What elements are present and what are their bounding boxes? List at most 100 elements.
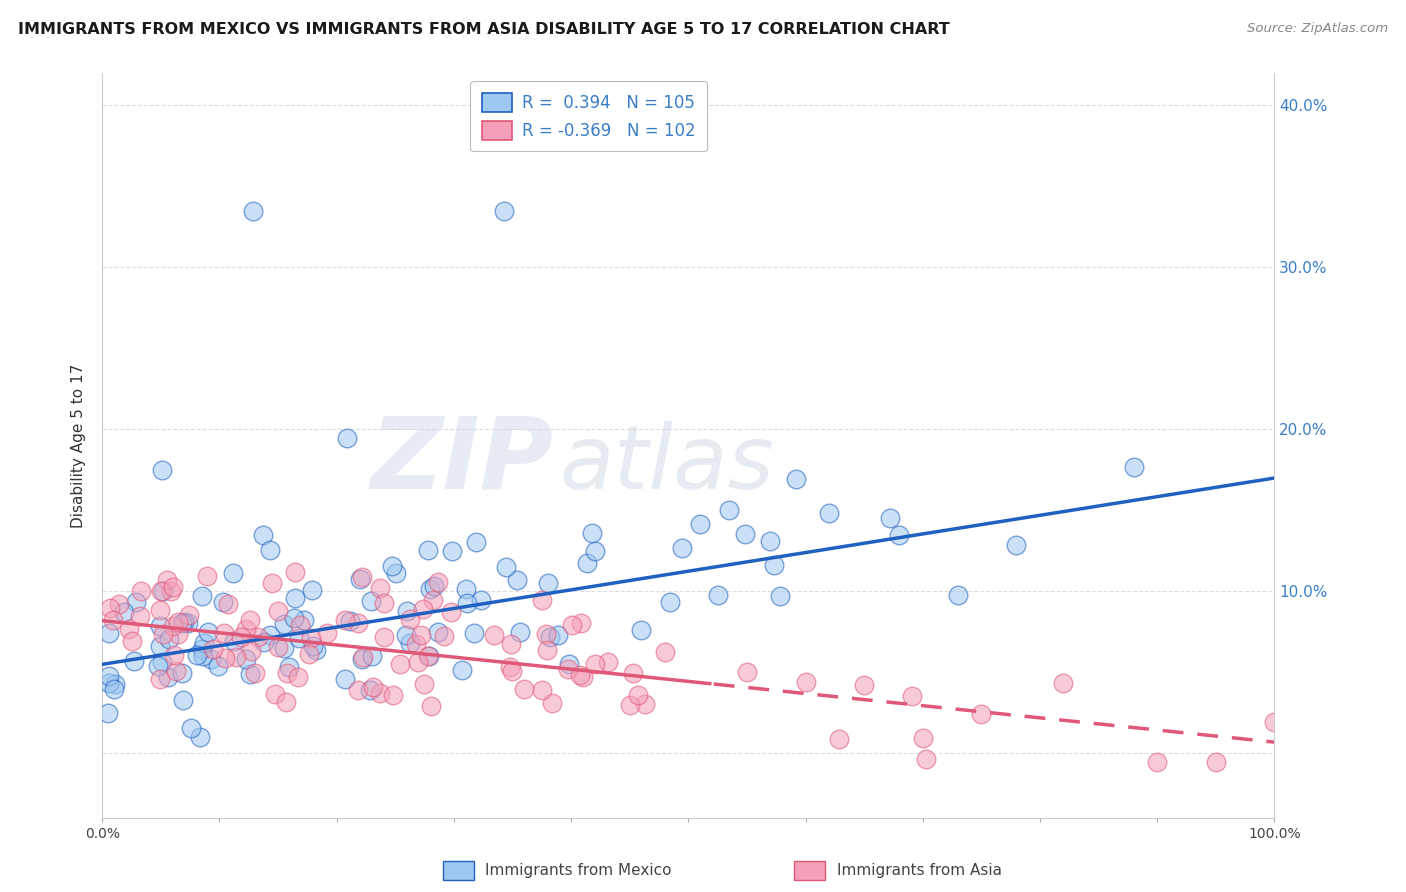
Point [118,622,141,636]
Point [619,698,641,712]
Point [456,597,478,611]
Point [259,543,281,558]
Point [162,619,184,633]
Point [572,670,595,684]
Point [915,752,938,766]
Point [267,640,290,654]
Point [207,658,229,673]
Point [235,622,257,636]
Point [336,431,359,445]
Point [707,588,730,602]
Point [451,663,474,677]
Point [441,544,464,558]
Point [349,572,371,586]
Point [419,582,441,597]
Point [173,615,195,629]
Text: ZIP: ZIP [371,412,554,509]
Point [152,583,174,598]
Point [160,584,183,599]
Point [170,666,193,681]
Point [889,528,911,542]
Point [508,625,530,640]
Point [284,591,307,606]
Point [298,648,321,662]
Point [388,657,411,671]
Point [149,640,172,654]
Point [292,613,315,627]
Point [172,616,194,631]
Point [253,634,276,648]
Point [103,681,125,696]
Point [97,626,120,640]
Point [501,636,523,650]
Point [263,687,285,701]
Point [583,657,606,672]
Point [422,592,444,607]
Point [124,653,146,667]
Point [163,648,186,662]
Point [658,595,681,609]
Point [557,662,579,676]
Point [530,683,553,698]
Point [627,688,650,702]
Point [416,542,439,557]
Point [534,627,557,641]
Point [200,651,222,665]
Point [346,615,368,630]
Point [156,573,179,587]
Point [150,656,173,670]
Point [1005,538,1028,552]
Point [242,203,264,218]
Point [166,615,188,629]
Point [188,731,211,745]
Point [104,677,127,691]
Point [828,731,851,746]
Point [361,681,384,695]
Point [465,534,488,549]
Point [259,628,281,642]
Point [536,575,558,590]
Point [98,601,121,615]
Point [405,637,427,651]
Point [596,655,619,669]
Point [98,675,121,690]
Point [901,689,924,703]
Point [763,558,786,572]
Point [1122,460,1144,475]
Point [853,678,876,692]
Point [186,648,208,662]
Point [482,628,505,642]
Point [150,583,173,598]
Point [284,566,307,580]
Point [423,579,446,593]
Text: Source: ZipAtlas.com: Source: ZipAtlas.com [1247,22,1388,36]
Point [395,604,418,618]
Point [212,595,235,609]
Point [536,643,558,657]
Point [583,544,606,558]
Point [191,641,214,656]
Point [360,593,382,607]
Point [273,641,295,656]
Point [395,628,418,642]
Point [717,503,740,517]
Point [575,556,598,570]
Point [373,596,395,610]
Point [245,666,267,681]
Point [287,670,309,684]
Point [818,507,841,521]
Point [416,649,439,664]
Point [166,665,188,679]
Point [301,632,323,646]
Point [361,649,384,664]
Point [398,612,420,626]
Point [101,613,124,627]
Point [302,640,325,654]
Point [121,634,143,648]
Point [373,630,395,644]
Point [172,692,194,706]
Point [240,644,263,658]
Point [440,606,463,620]
Point [267,604,290,618]
Point [1146,755,1168,769]
